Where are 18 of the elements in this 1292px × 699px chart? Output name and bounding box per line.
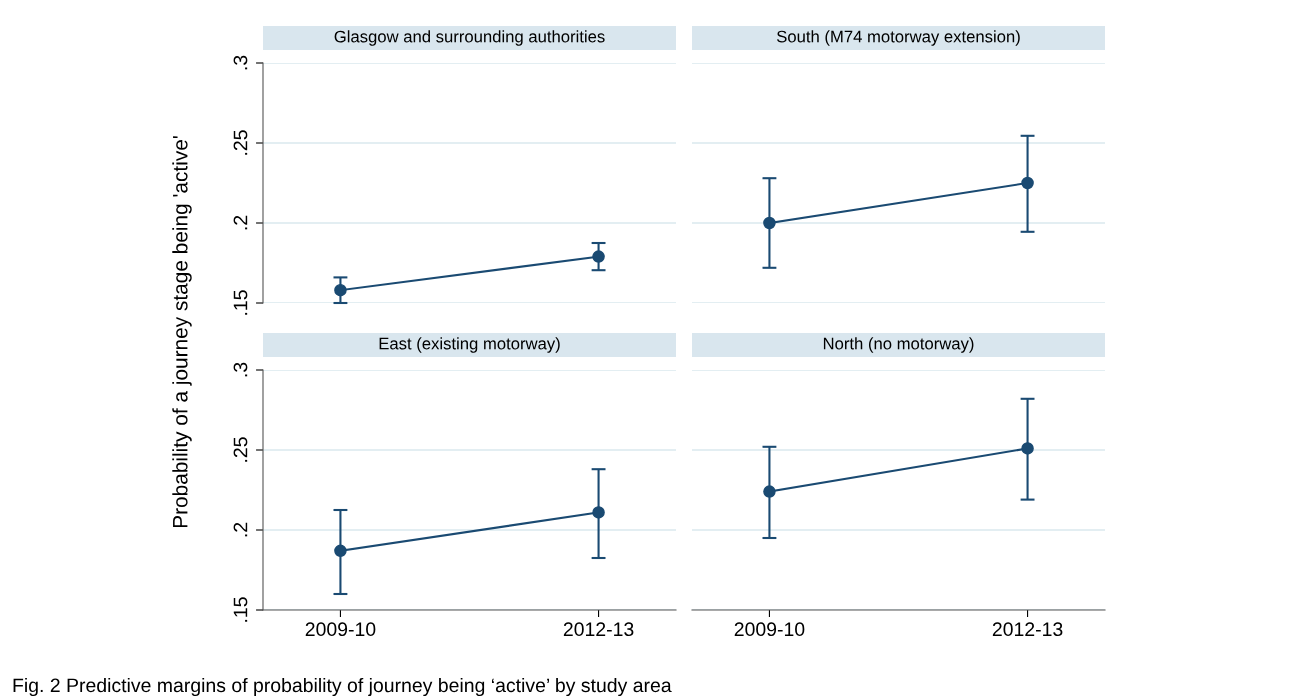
x-tick-label: 2012-13: [563, 622, 634, 637]
y-tick-label: .15: [233, 290, 248, 315]
y-axis-title: Probability of a journey stage being 'active': [172, 136, 192, 528]
x-tick-label: 2009-10: [305, 622, 376, 637]
caption: Fig. 2 Predictive margins of probability of journey being ‘active’ by study area: [13, 677, 672, 697]
y-tick-label: .25: [233, 130, 248, 155]
y-tick-label: .2: [233, 522, 248, 537]
y-tick-label: .15: [233, 597, 248, 622]
y-tick-label: .2: [233, 215, 248, 230]
y-tick-label: .3: [233, 362, 248, 377]
chart-title: East (existing motorway): [379, 337, 560, 353]
chart-title: South (M74 motorway extension): [776, 30, 1020, 46]
y-tick-label: .3: [233, 55, 248, 70]
chart-title: Glasgow and surrounding authorities: [334, 30, 605, 46]
x-tick-label: 2009-10: [734, 622, 805, 637]
y-tick-label: .25: [233, 437, 248, 462]
chart-title: North (no motorway): [823, 337, 974, 353]
x-tick-label: 2012-13: [992, 622, 1063, 637]
